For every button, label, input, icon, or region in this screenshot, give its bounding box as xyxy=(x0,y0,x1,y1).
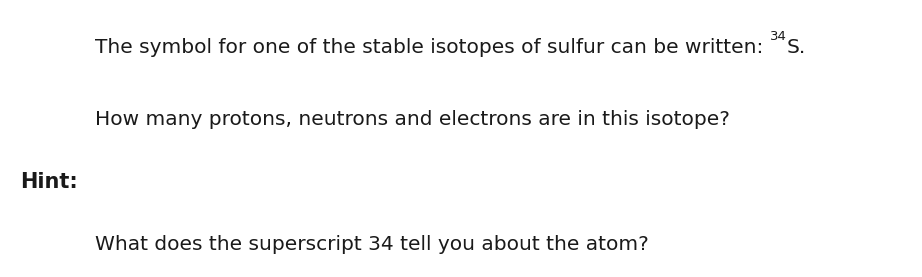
Text: The symbol for one of the stable isotopes of sulfur can be written:: The symbol for one of the stable isotope… xyxy=(95,38,770,57)
Text: S.: S. xyxy=(786,38,806,57)
Text: How many protons, neutrons and electrons are in this isotope?: How many protons, neutrons and electrons… xyxy=(95,110,730,129)
Text: 34: 34 xyxy=(770,30,786,43)
Text: What does the superscript 34 tell you about the atom?: What does the superscript 34 tell you ab… xyxy=(95,235,649,254)
Text: Hint:: Hint: xyxy=(20,172,77,192)
